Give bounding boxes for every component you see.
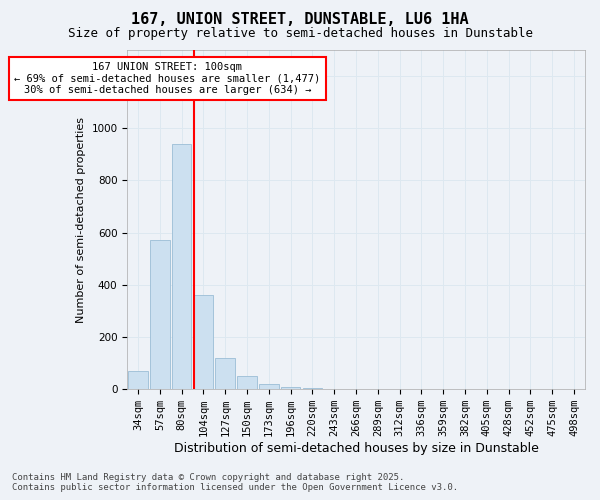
Bar: [150, 240, 170, 389]
Bar: [302, 388, 322, 389]
Bar: [172, 144, 191, 389]
Text: 167 UNION STREET: 100sqm
← 69% of semi-detached houses are smaller (1,477)
30% o: 167 UNION STREET: 100sqm ← 69% of semi-d…: [14, 62, 320, 95]
Bar: [325, 388, 344, 389]
X-axis label: Distribution of semi-detached houses by size in Dunstable: Distribution of semi-detached houses by …: [173, 442, 539, 455]
Bar: [259, 384, 278, 389]
Bar: [281, 387, 301, 389]
Bar: [237, 376, 257, 389]
Text: Size of property relative to semi-detached houses in Dunstable: Size of property relative to semi-detach…: [67, 28, 533, 40]
Text: 167, UNION STREET, DUNSTABLE, LU6 1HA: 167, UNION STREET, DUNSTABLE, LU6 1HA: [131, 12, 469, 28]
Y-axis label: Number of semi-detached properties: Number of semi-detached properties: [76, 116, 86, 322]
Bar: [128, 371, 148, 389]
Bar: [194, 296, 213, 389]
Bar: [215, 358, 235, 389]
Text: Contains HM Land Registry data © Crown copyright and database right 2025.
Contai: Contains HM Land Registry data © Crown c…: [12, 473, 458, 492]
